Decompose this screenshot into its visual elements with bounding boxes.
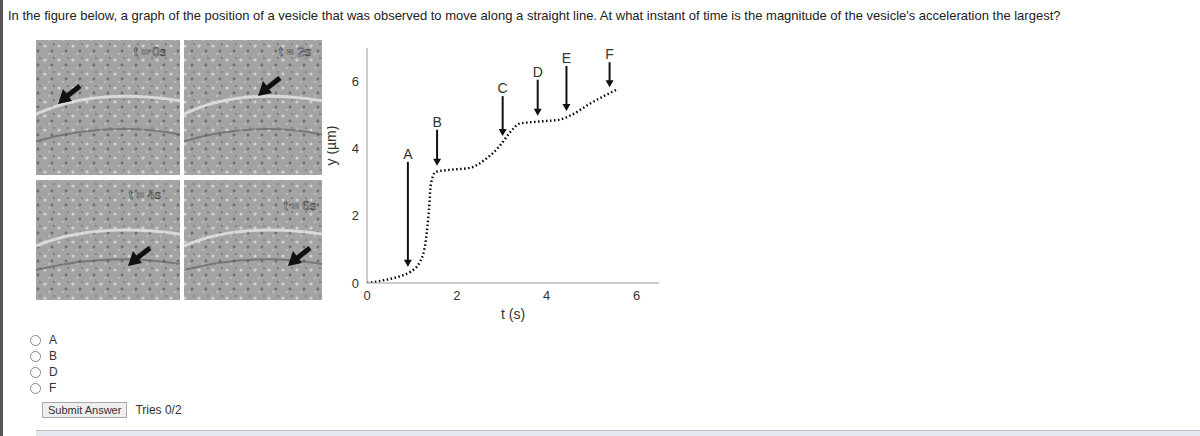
svg-text:t (s): t (s)	[501, 306, 525, 322]
html-text:In the figure below, a graph o: In the figure below, a graph of the posi…	[8, 8, 1061, 23]
svg-text:6: 6	[633, 288, 640, 303]
html-text:D: D	[49, 365, 58, 379]
html-text:F: F	[49, 381, 57, 395]
svg-text:t = 0s: t = 0s	[134, 44, 167, 59]
svg-text:4: 4	[352, 141, 359, 156]
svg-text:C: C	[498, 80, 508, 96]
svg-text:2: 2	[453, 288, 460, 303]
svg-text:t = 6s: t = 6s	[284, 198, 317, 213]
svg-text:E: E	[562, 50, 571, 66]
svg-text:F: F	[605, 48, 614, 62]
svg-text:t = 2s: t = 2s	[279, 44, 312, 59]
svg-text:D: D	[533, 64, 543, 80]
html-text:Submit Answer: Submit Answer	[48, 404, 122, 416]
svg-text:6: 6	[352, 74, 359, 89]
svg-text:4: 4	[543, 288, 550, 303]
svg-text:0: 0	[352, 276, 359, 291]
svg-text:t = 4s: t = 4s	[129, 187, 162, 202]
html-text:Tries 0/2: Tries 0/2	[135, 403, 182, 417]
svg-text:B: B	[432, 114, 441, 130]
html-text:B: B	[49, 349, 57, 363]
svg-text:A: A	[403, 146, 413, 162]
svg-text:0: 0	[363, 288, 370, 303]
html-text:A: A	[49, 333, 57, 347]
svg-text:2: 2	[352, 208, 359, 223]
svg-text:y (µm): y (µm)	[327, 126, 339, 166]
